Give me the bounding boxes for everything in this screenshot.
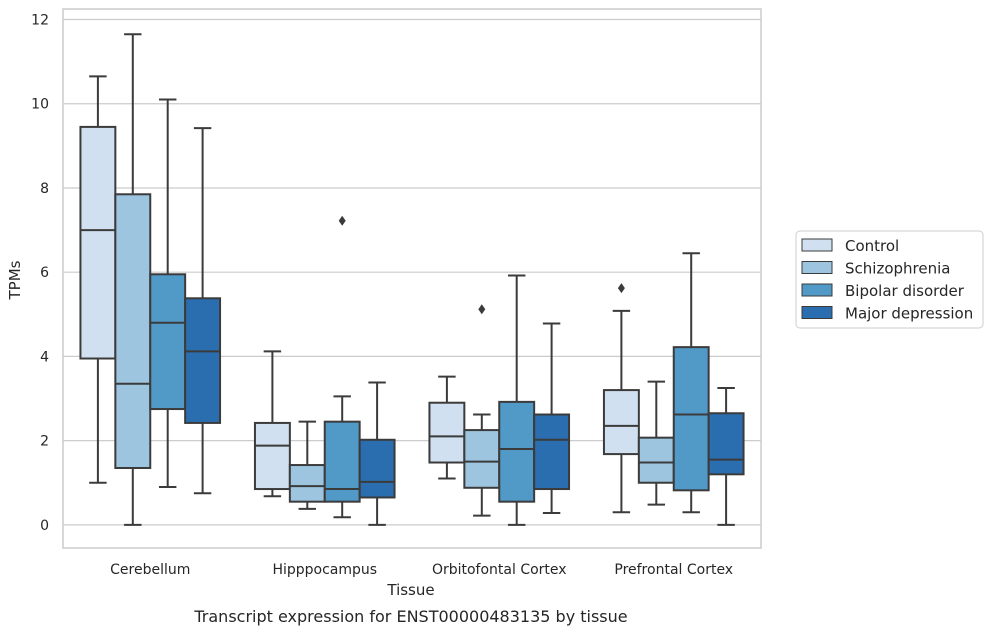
box-iqr <box>149 273 187 411</box>
x-tick-label: Orbitofontal Cortex <box>432 562 567 578</box>
box-control <box>602 283 640 514</box>
y-tick-label: 2 <box>40 434 49 450</box>
x-tick-label: Cerebellum <box>110 562 190 578</box>
box-iqr <box>428 401 466 464</box>
box-major-depression <box>707 386 745 526</box>
box-iqr <box>288 464 326 503</box>
y-tick-label: 10 <box>31 97 49 113</box>
box-major-depression <box>184 127 222 495</box>
legend: Control Schizophrenia Bipolar disorder Majo… <box>795 230 984 329</box>
y-tick-labels: 0 2 4 6 8 10 12 <box>31 13 49 534</box>
legend-label: Bipolar disorder <box>845 282 965 300</box>
box-bipolar-disorder <box>149 98 187 488</box>
box-iqr <box>79 125 117 360</box>
y-tick-label: 12 <box>31 13 49 29</box>
box-iqr <box>533 413 571 491</box>
box-bipolar-disorder <box>323 215 361 519</box>
y-tick-label: 8 <box>40 181 49 197</box>
legend-swatch <box>801 261 833 274</box>
box-iqr <box>253 421 291 491</box>
legend-label: Schizophrenia <box>845 260 950 278</box>
chart-caption: Transcript expression for ENST0000048313… <box>193 607 627 626</box>
y-tick-label: 4 <box>40 349 49 365</box>
plot-frame <box>62 8 762 549</box>
box-bipolar-disorder <box>672 252 710 514</box>
box-schizophrenia <box>288 420 326 510</box>
x-tick-label: Prefrontal Cortex <box>614 562 733 578</box>
box-iqr <box>602 389 640 456</box>
legend-frame <box>795 230 984 329</box>
box-bipolar-disorder <box>498 274 536 526</box>
box-iqr <box>637 436 675 484</box>
x-tick-labels: Cerebellum Hipppocampus Orbitofontal Corte… <box>110 562 733 578</box>
outlier-point <box>338 215 346 226</box>
box-major-depression <box>358 381 396 526</box>
box-schizophrenia <box>463 304 501 517</box>
box-iqr <box>707 412 745 476</box>
outlier-point <box>617 283 625 294</box>
box-schizophrenia <box>637 380 675 506</box>
box-major-depression <box>533 322 571 515</box>
legend-swatch <box>801 306 833 319</box>
box-iqr <box>184 297 222 424</box>
box-control <box>428 375 466 480</box>
box-iqr <box>463 429 501 489</box>
box-iqr <box>114 193 152 469</box>
legend-swatch <box>801 283 833 297</box>
outlier-point <box>478 304 486 315</box>
x-axis-title: Tissue <box>386 581 434 599</box>
box-control <box>253 350 291 498</box>
legend-label: Control <box>845 237 899 255</box>
box-iqr <box>672 346 710 492</box>
plot-marks <box>79 33 745 526</box>
x-tick-label: Hipppocampus <box>272 562 377 578</box>
legend-label: Major depression <box>845 305 973 323</box>
box-control <box>79 75 117 484</box>
box-schizophrenia <box>114 33 152 526</box>
legend-swatch <box>801 238 833 252</box>
y-axis-title: TPMs <box>6 260 24 300</box>
y-tick-label: 6 <box>40 265 49 281</box>
box-iqr <box>498 400 536 503</box>
y-tick-label: 0 <box>40 518 49 534</box>
box-iqr <box>358 438 396 499</box>
